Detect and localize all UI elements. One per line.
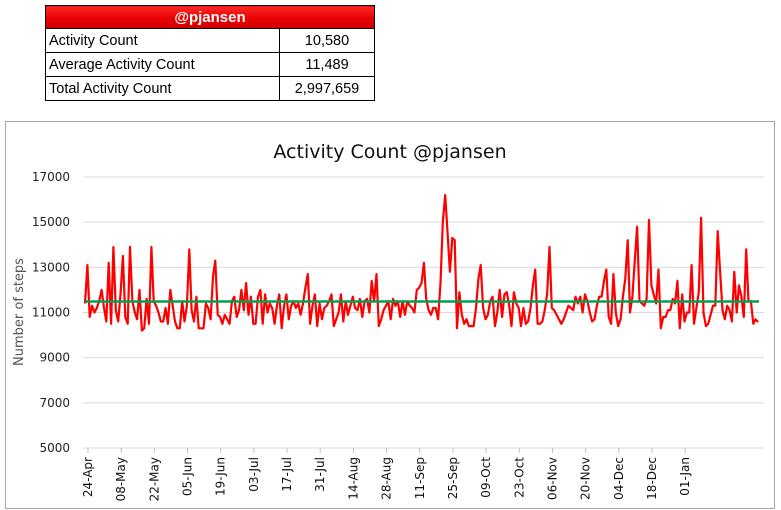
y-tick-label: 13000: [32, 260, 70, 274]
summary-value: 10,580: [279, 28, 375, 53]
summary-row: Average Activity Count 11,489: [45, 52, 375, 77]
x-tick-label: 11-Sep: [413, 457, 427, 499]
x-tick-label: 17-Jul: [280, 457, 294, 492]
x-tick-label: 06-Nov: [545, 457, 559, 500]
x-tick-label: 22-May: [147, 457, 161, 501]
x-tick-label: 09-Oct: [479, 457, 493, 498]
summary-value: 2,997,659: [279, 76, 375, 101]
x-tick-label: 05-Jun: [181, 457, 195, 496]
y-tick-label: 17000: [32, 170, 70, 184]
summary-value: 11,489: [279, 52, 375, 77]
y-tick-label: 5000: [39, 441, 70, 455]
x-tick-label: 20-Nov: [579, 457, 593, 500]
summary-label: Average Activity Count: [45, 52, 280, 77]
summary-table: @pjansen Activity Count 10,580 Average A…: [45, 5, 375, 101]
x-tick-label: 31-Jul: [313, 457, 327, 492]
summary-label: Activity Count: [45, 28, 280, 53]
x-tick-label: 25-Sep: [446, 457, 460, 499]
y-tick-label: 7000: [39, 396, 70, 410]
y-tick-label: 11000: [32, 306, 70, 320]
x-tick-label: 14-Aug: [346, 457, 360, 500]
activity-chart: Activity Count @pjansen Number of steps …: [12, 141, 764, 501]
activity-count-line: [83, 193, 759, 332]
x-tick-label: 24-Apr: [81, 457, 95, 497]
chart-title: Activity Count @pjansen: [273, 141, 506, 163]
y-tick-label: 9000: [39, 351, 70, 365]
summary-label: Total Activity Count: [45, 76, 280, 101]
x-tick-label: 23-Oct: [512, 457, 526, 498]
y-tick-label: 15000: [32, 215, 70, 229]
summary-row: Activity Count 10,580: [45, 28, 375, 53]
summary-header: @pjansen: [45, 5, 375, 29]
x-tick-label: 18-Dec: [645, 457, 659, 500]
y-axis-label: Number of steps: [12, 258, 27, 366]
chart-area: Activity Count @pjansen Number of steps …: [5, 121, 775, 509]
summary-row: Total Activity Count 2,997,659: [45, 76, 375, 101]
x-tick-label: 01-Jan: [678, 457, 692, 496]
x-tick-label: 28-Aug: [380, 457, 394, 500]
x-tick-label: 08-May: [114, 457, 128, 501]
x-tick-label: 04-Dec: [612, 457, 626, 500]
x-tick-label: 19-Jun: [214, 457, 228, 496]
x-tick-label: 03-Jul: [247, 457, 261, 492]
